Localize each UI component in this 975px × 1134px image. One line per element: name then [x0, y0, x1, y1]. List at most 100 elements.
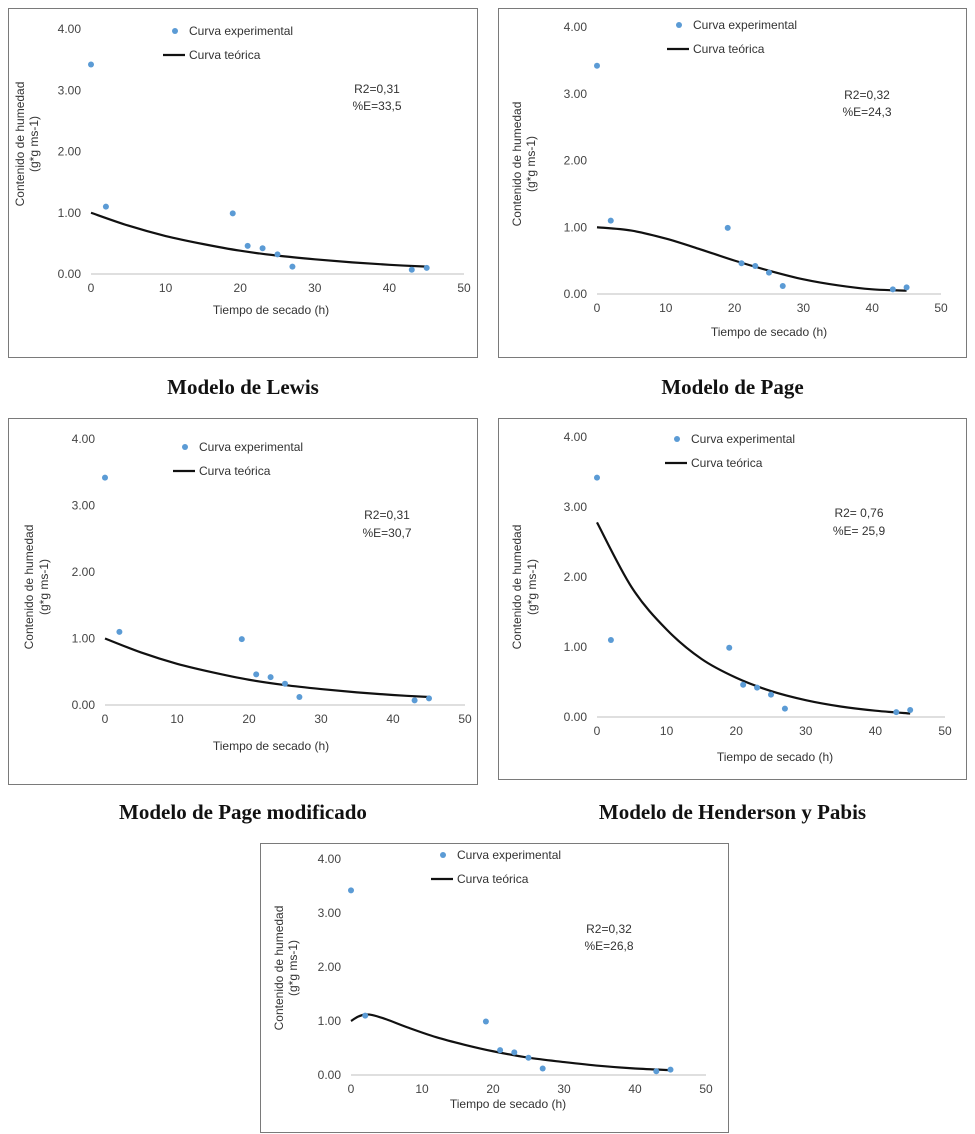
- legend-marker-experimental: [182, 444, 188, 450]
- x-tick-label: 40: [869, 724, 883, 738]
- x-tick-label: 50: [699, 1082, 713, 1096]
- experimental-point: [229, 210, 236, 217]
- experimental-point: [426, 695, 432, 702]
- y-tick-label: 4.00: [72, 432, 96, 446]
- chart-panel-henderson-pabis: 0.00 1.00 2.00 3.00 4.00 0 10 20 30 40 50 Tiempo de…: [498, 418, 967, 780]
- y-tick-label: 4.00: [58, 22, 82, 36]
- experimental-point: [907, 707, 914, 713]
- experimental-point: [362, 1012, 369, 1019]
- experimental-point: [740, 681, 747, 688]
- y-tick-label: 0.00: [564, 710, 588, 724]
- y-tick-label: 1.00: [564, 640, 588, 654]
- experimental-point: [594, 62, 600, 69]
- theoretical-curve-line: [596, 521, 911, 715]
- stat-annotation: R2=0,31: [354, 82, 400, 96]
- experimental-point: [296, 694, 303, 701]
- y-tick-label: 2.00: [564, 154, 588, 168]
- chart-caption-page: Modelo de Page: [661, 375, 804, 399]
- experimental-point: [893, 709, 900, 716]
- experimental-point: [653, 1068, 660, 1075]
- x-tick-label: 20: [486, 1082, 500, 1096]
- legend-marker-experimental: [172, 28, 178, 34]
- y-axis-title-line: Contenido de humedad: [510, 525, 524, 650]
- x-axis-title: Tiempo de secado (h): [450, 1097, 566, 1111]
- legend-marker-experimental: [674, 436, 680, 442]
- experimental-point: [102, 474, 108, 481]
- y-tick-label: 0.00: [58, 267, 82, 281]
- experimental-point: [102, 203, 109, 210]
- x-tick-label: 30: [797, 301, 811, 315]
- y-tick-label: 4.00: [564, 430, 588, 444]
- experimental-point: [607, 217, 614, 224]
- stat-annotation: %E=26,8: [584, 939, 633, 953]
- experimental-point: [259, 245, 266, 252]
- legend-label-experimental: Curva experimental: [693, 18, 797, 32]
- chart-panel-page: 0.00 1.00 2.00 3.00 4.00 0 10 20 30 40 50 Tiempo de…: [498, 8, 967, 358]
- experimental-point: [781, 705, 788, 712]
- x-tick-label: 10: [415, 1082, 429, 1096]
- y-tick-label: 0.00: [318, 1068, 342, 1082]
- y-tick-label: 3.00: [318, 906, 342, 920]
- x-tick-label: 50: [457, 281, 471, 295]
- legend-label-experimental: Curva experimental: [199, 440, 303, 454]
- legend-marker-experimental: [440, 852, 446, 858]
- y-axis-title-line: Contenido de humedad: [22, 525, 36, 650]
- y-axis-title: Contenido de humedad(g*g ms-1): [13, 82, 41, 207]
- experimental-point: [726, 644, 733, 651]
- experimental-point: [779, 282, 786, 289]
- experimental-point: [408, 266, 415, 273]
- x-tick-label: 20: [242, 712, 256, 726]
- chart-panel-page-modificado: 0.00 1.00 2.00 3.00 4.00 0 10 20 30 40 50 Tiempo de…: [8, 418, 478, 785]
- y-axis-title-line: (g*g ms-1): [286, 940, 300, 996]
- y-axis-title-line: Contenido de humedad: [13, 82, 27, 207]
- x-tick-label: 40: [383, 281, 397, 295]
- y-tick-label: 1.00: [58, 206, 82, 220]
- experimental-point: [768, 691, 774, 698]
- experimental-point: [752, 262, 759, 269]
- x-tick-label: 10: [660, 724, 674, 738]
- experimental-point: [511, 1049, 518, 1056]
- x-tick-label: 0: [594, 301, 601, 315]
- chart-svg-5: 0.00 1.00 2.00 3.00 4.00 0 10 20 30 40 50 Tiempo de…: [272, 848, 713, 1111]
- x-tick-label: 0: [594, 724, 601, 738]
- experimental-point: [889, 286, 896, 293]
- legend-label-experimental: Curva experimental: [189, 24, 293, 38]
- experimental-point: [411, 697, 418, 704]
- experimental-point: [724, 224, 731, 231]
- y-axis-title-line: (g*g ms-1): [525, 559, 539, 615]
- x-tick-label: 50: [938, 724, 952, 738]
- y-tick-label: 4.00: [318, 852, 342, 866]
- x-tick-label: 30: [314, 712, 328, 726]
- x-axis-title: Tiempo de secado (h): [711, 325, 827, 339]
- x-tick-label: 0: [88, 281, 95, 295]
- y-tick-label: 0.00: [72, 698, 96, 712]
- experimental-point: [667, 1066, 674, 1073]
- y-tick-label: 0.00: [564, 287, 588, 301]
- chart-caption-page-modificado: Modelo de Page modificado: [119, 800, 367, 824]
- y-tick-label: 3.00: [58, 83, 82, 97]
- y-axis-title-line: (g*g ms-1): [27, 116, 41, 172]
- experimental-point: [423, 264, 430, 271]
- chart-svg-lewis: 0.00 1.00 2.00 3.00 4.00 0 10 20 30 40 50 Tiempo de…: [13, 22, 471, 317]
- x-axis-title: Tiempo de secado (h): [213, 739, 329, 753]
- experimental-point: [238, 636, 245, 643]
- x-tick-label: 10: [659, 301, 673, 315]
- x-axis-title: Tiempo de secado (h): [717, 750, 833, 764]
- legend-label-theoretical: Curva teórica: [693, 42, 765, 56]
- stat-annotation: %E=33,5: [352, 99, 401, 113]
- experimental-point: [607, 637, 614, 643]
- experimental-point: [88, 61, 94, 68]
- experimental-point: [267, 674, 274, 681]
- y-axis-title: Contenido de humedad(g*g ms-1): [272, 906, 300, 1031]
- x-tick-label: 20: [730, 724, 744, 738]
- chart-svg-page: 0.00 1.00 2.00 3.00 4.00 0 10 20 30 40 50 Tiempo de…: [510, 18, 948, 339]
- legend-label-theoretical: Curva teórica: [691, 456, 763, 470]
- experimental-point: [274, 251, 281, 258]
- x-tick-label: 40: [386, 712, 400, 726]
- experimental-point: [539, 1065, 546, 1072]
- experimental-point: [482, 1018, 489, 1025]
- stat-annotation: R2=0,32: [586, 922, 632, 936]
- y-tick-label: 3.00: [564, 500, 588, 514]
- stat-annotation: R2=0,32: [844, 88, 890, 102]
- x-tick-label: 50: [934, 301, 948, 315]
